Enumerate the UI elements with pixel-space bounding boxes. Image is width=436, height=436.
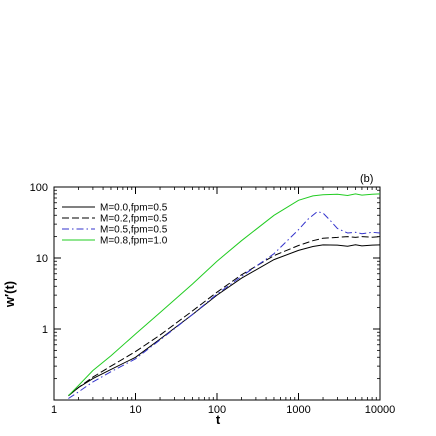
x-axis-label: t xyxy=(216,412,221,427)
x-tick-label: 1 xyxy=(51,404,57,416)
series-line-2 xyxy=(68,236,381,397)
y-tick-label: 1 xyxy=(42,324,48,336)
legend: M=0.0,fpm=0.5M=0.2,fpm=0.5M=0.5,fpm=0.5M… xyxy=(62,203,168,247)
y-tick-label: 100 xyxy=(30,182,48,194)
legend-label-1: M=0.0,fpm=0.5 xyxy=(100,203,168,214)
series-line-4 xyxy=(68,193,381,397)
plot-area xyxy=(53,186,381,401)
legend-label-2: M=0.2,fpm=0.5 xyxy=(100,214,168,225)
x-tick-label: 10 xyxy=(129,404,141,416)
panel-label: (b) xyxy=(360,173,373,185)
legend-label-4: M=0.8,fpm=1.0 xyxy=(100,236,168,247)
x-tick-label: 1000 xyxy=(286,404,310,416)
series-line-1 xyxy=(68,244,381,397)
x-tick-label: 10000 xyxy=(365,404,396,416)
y-tick-label: 10 xyxy=(36,253,48,265)
legend-label-3: M=0.5,fpm=0.5 xyxy=(100,225,168,236)
y-axis-label: w′(t) xyxy=(2,281,17,308)
x-tick-label: 100 xyxy=(208,404,226,416)
series-line-3 xyxy=(68,211,381,399)
